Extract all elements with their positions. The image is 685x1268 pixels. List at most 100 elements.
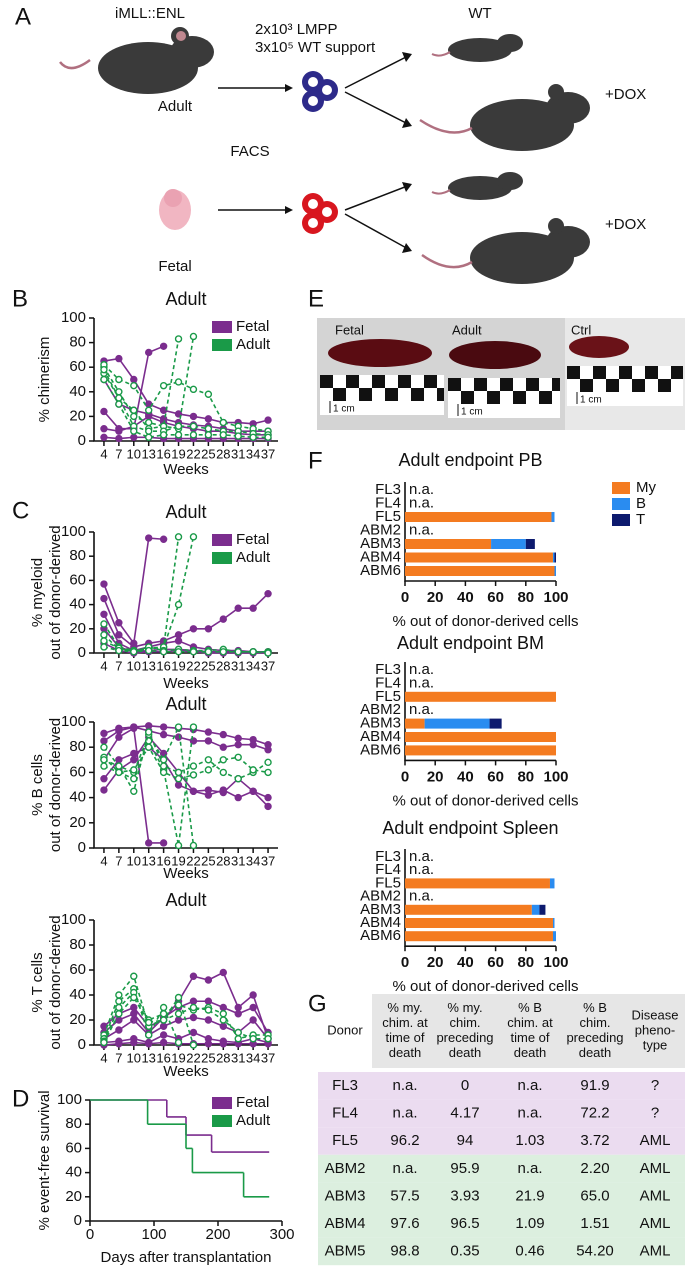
data-point bbox=[130, 993, 138, 1002]
data-point bbox=[174, 1038, 183, 1047]
x-tick-label: 20 bbox=[427, 589, 444, 606]
y-tick-label: 100 bbox=[57, 1091, 82, 1108]
x-tick-label: 34 bbox=[246, 853, 260, 868]
table-cell: 72.2 bbox=[580, 1105, 609, 1122]
data-point bbox=[174, 431, 183, 439]
data-point bbox=[159, 768, 168, 777]
data-point bbox=[115, 631, 123, 639]
ruler-square bbox=[671, 366, 683, 379]
data-point bbox=[145, 839, 153, 847]
category-label: FL5 bbox=[375, 688, 401, 705]
data-point bbox=[174, 335, 183, 343]
data-point bbox=[115, 619, 123, 627]
x-tick-label: 7 bbox=[115, 1050, 122, 1065]
x-tick-label: 16 bbox=[156, 658, 170, 673]
data-point bbox=[189, 762, 198, 770]
x-tick-label: 31 bbox=[231, 446, 245, 461]
data-point bbox=[234, 648, 242, 656]
photo-label: Adult bbox=[452, 322, 482, 337]
legend-label: T bbox=[636, 511, 645, 528]
table-row-bg bbox=[318, 1099, 685, 1128]
table-cell: 98.8 bbox=[390, 1243, 419, 1260]
annotation: n.a. bbox=[409, 494, 434, 511]
data-point bbox=[204, 1006, 213, 1014]
data-point bbox=[130, 412, 138, 421]
annotation: n.a. bbox=[409, 661, 434, 678]
data-point bbox=[159, 342, 168, 350]
x-tick-label: 25 bbox=[201, 853, 215, 868]
table-cell: 1.51 bbox=[580, 1215, 609, 1232]
data-point bbox=[174, 1016, 183, 1024]
y-tick-label: 40 bbox=[69, 789, 86, 806]
x-axis-label: Weeks bbox=[163, 675, 209, 692]
data-point bbox=[249, 1035, 257, 1043]
data-point bbox=[189, 723, 198, 731]
data-point bbox=[219, 431, 227, 439]
y-tick-label: 40 bbox=[69, 383, 86, 400]
x-tick-label: 31 bbox=[231, 1050, 245, 1065]
legend-label: Fetal bbox=[236, 1094, 269, 1111]
data-point bbox=[145, 646, 153, 655]
data-point bbox=[145, 728, 153, 736]
fetus bbox=[159, 189, 191, 230]
ruler-square bbox=[424, 375, 437, 388]
legend-swatch bbox=[212, 321, 232, 333]
ruler-square bbox=[320, 375, 333, 388]
annotation: n.a. bbox=[409, 674, 434, 691]
data-point bbox=[174, 1010, 183, 1018]
data-point bbox=[159, 648, 168, 656]
data-point bbox=[189, 625, 198, 633]
cells-adult bbox=[302, 71, 338, 112]
data-point bbox=[174, 533, 183, 541]
x-axis-label: Days after transplantation bbox=[101, 1249, 272, 1266]
data-point bbox=[115, 427, 123, 435]
table-cell: AML bbox=[640, 1132, 671, 1149]
series-line bbox=[103, 436, 269, 440]
data-point bbox=[100, 762, 108, 770]
table-cell: FL4 bbox=[332, 1105, 358, 1122]
data-point bbox=[174, 781, 183, 789]
legend-label: Adult bbox=[236, 1112, 271, 1129]
ruler-square bbox=[619, 366, 632, 379]
bar-segment bbox=[405, 718, 425, 729]
data-point bbox=[115, 1026, 123, 1034]
category-label: ABM3 bbox=[360, 715, 401, 732]
data-point bbox=[130, 433, 138, 442]
category-label: FL4 bbox=[375, 494, 401, 511]
y-axis-label: out of donor-derived bbox=[47, 915, 64, 1049]
x-tick-label: 34 bbox=[246, 1050, 260, 1065]
table-header: % my. bbox=[387, 1000, 422, 1015]
table-cell: FL3 bbox=[332, 1077, 358, 1094]
ruler-square bbox=[372, 375, 385, 388]
table-cell: 54.20 bbox=[576, 1243, 614, 1260]
y-tick-label: 20 bbox=[69, 620, 86, 637]
legend-swatch bbox=[212, 1115, 232, 1127]
bar-segment bbox=[549, 878, 555, 889]
y-tick-label: 20 bbox=[65, 1188, 82, 1205]
data-point bbox=[219, 418, 227, 427]
data-point bbox=[145, 406, 153, 414]
data-point bbox=[204, 997, 213, 1005]
data-point bbox=[234, 793, 242, 802]
annotation: n.a. bbox=[409, 861, 434, 878]
data-point bbox=[130, 375, 138, 384]
data-point bbox=[204, 425, 213, 433]
data-point bbox=[159, 535, 168, 543]
category-label: ABM6 bbox=[360, 927, 401, 944]
x-tick-label: 19 bbox=[171, 446, 185, 461]
data-point bbox=[189, 332, 198, 341]
legend-swatch bbox=[612, 514, 630, 526]
data-point bbox=[219, 1016, 227, 1024]
data-point bbox=[189, 412, 198, 421]
table-row-bg bbox=[318, 1154, 685, 1183]
y-tick-label: 20 bbox=[69, 814, 86, 831]
data-point bbox=[159, 730, 168, 739]
mouse-adult-donor bbox=[59, 27, 214, 94]
x-tick-label: 10 bbox=[127, 446, 141, 461]
y-tick-label: 100 bbox=[61, 911, 86, 928]
series-line bbox=[103, 537, 164, 646]
data-point bbox=[174, 378, 183, 386]
table-cell: 96.5 bbox=[450, 1215, 479, 1232]
data-point bbox=[189, 385, 198, 394]
data-point bbox=[115, 768, 123, 777]
